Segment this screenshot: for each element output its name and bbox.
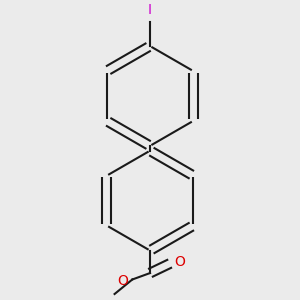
Text: I: I xyxy=(148,3,152,17)
Text: O: O xyxy=(117,274,128,288)
Text: O: O xyxy=(174,255,185,269)
